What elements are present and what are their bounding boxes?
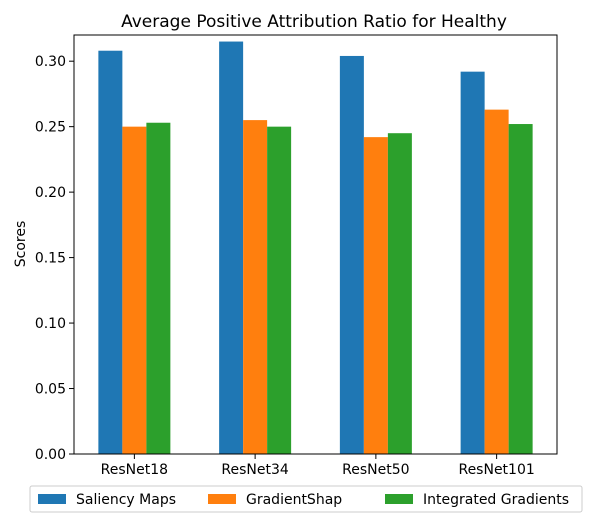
legend-swatch [38,494,66,504]
legend-swatch [385,494,413,504]
bar [243,120,268,454]
plot-frame [73,34,558,455]
x-tick-label: ResNet50 [342,462,409,478]
y-tick-label: 0.15 [35,251,66,267]
bar [98,50,123,455]
bar [267,126,292,454]
plot-area: 0.00 0.05 0.10 0.15 0.20 0.25 0.30 ResNet18 ResN… [35,41,535,478]
legend-entry: Saliency Maps [76,492,176,508]
bar [387,133,412,454]
legend-swatch [208,494,236,504]
bar [460,71,485,454]
x-tick-label: ResNet34 [221,462,288,478]
y-tick-label: 0.30 [35,54,66,70]
legend-entry: Integrated Gradients [423,492,569,508]
bar [339,55,364,454]
bar [146,122,171,455]
bar [484,109,509,455]
x-tick-label: ResNet18 [101,462,168,478]
x-tick-label: ResNet101 [458,462,534,478]
bar [508,124,533,454]
y-tick-label: 0.00 [35,447,66,463]
chart-title: Average Positive Attribution Ratio for H… [121,12,507,32]
y-axis-label: Scores [13,221,29,268]
bar [363,137,388,454]
bar [219,41,244,454]
y-tick-label: 0.10 [35,316,66,332]
y-tick-label: 0.05 [35,382,66,398]
y-tick-label: 0.20 [35,185,66,201]
legend: Saliency Maps GradientShap Integrated Grad… [29,485,583,513]
y-tick-label: 0.25 [35,120,66,136]
legend-box [29,485,583,513]
legend-entry: GradientShap [246,492,342,508]
bar [122,126,147,454]
